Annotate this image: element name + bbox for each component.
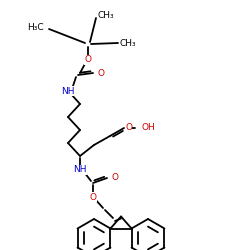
Text: O: O [84, 56, 91, 64]
Text: H₃C: H₃C [28, 22, 44, 32]
Text: CH₃: CH₃ [97, 12, 114, 20]
Text: OH: OH [141, 124, 155, 132]
Text: NH: NH [73, 166, 87, 174]
Text: O: O [125, 122, 132, 132]
Text: O: O [97, 68, 104, 78]
Text: NH: NH [61, 86, 75, 96]
Text: O: O [111, 174, 118, 182]
Text: O: O [90, 192, 96, 202]
Text: CH₃: CH₃ [120, 38, 136, 48]
